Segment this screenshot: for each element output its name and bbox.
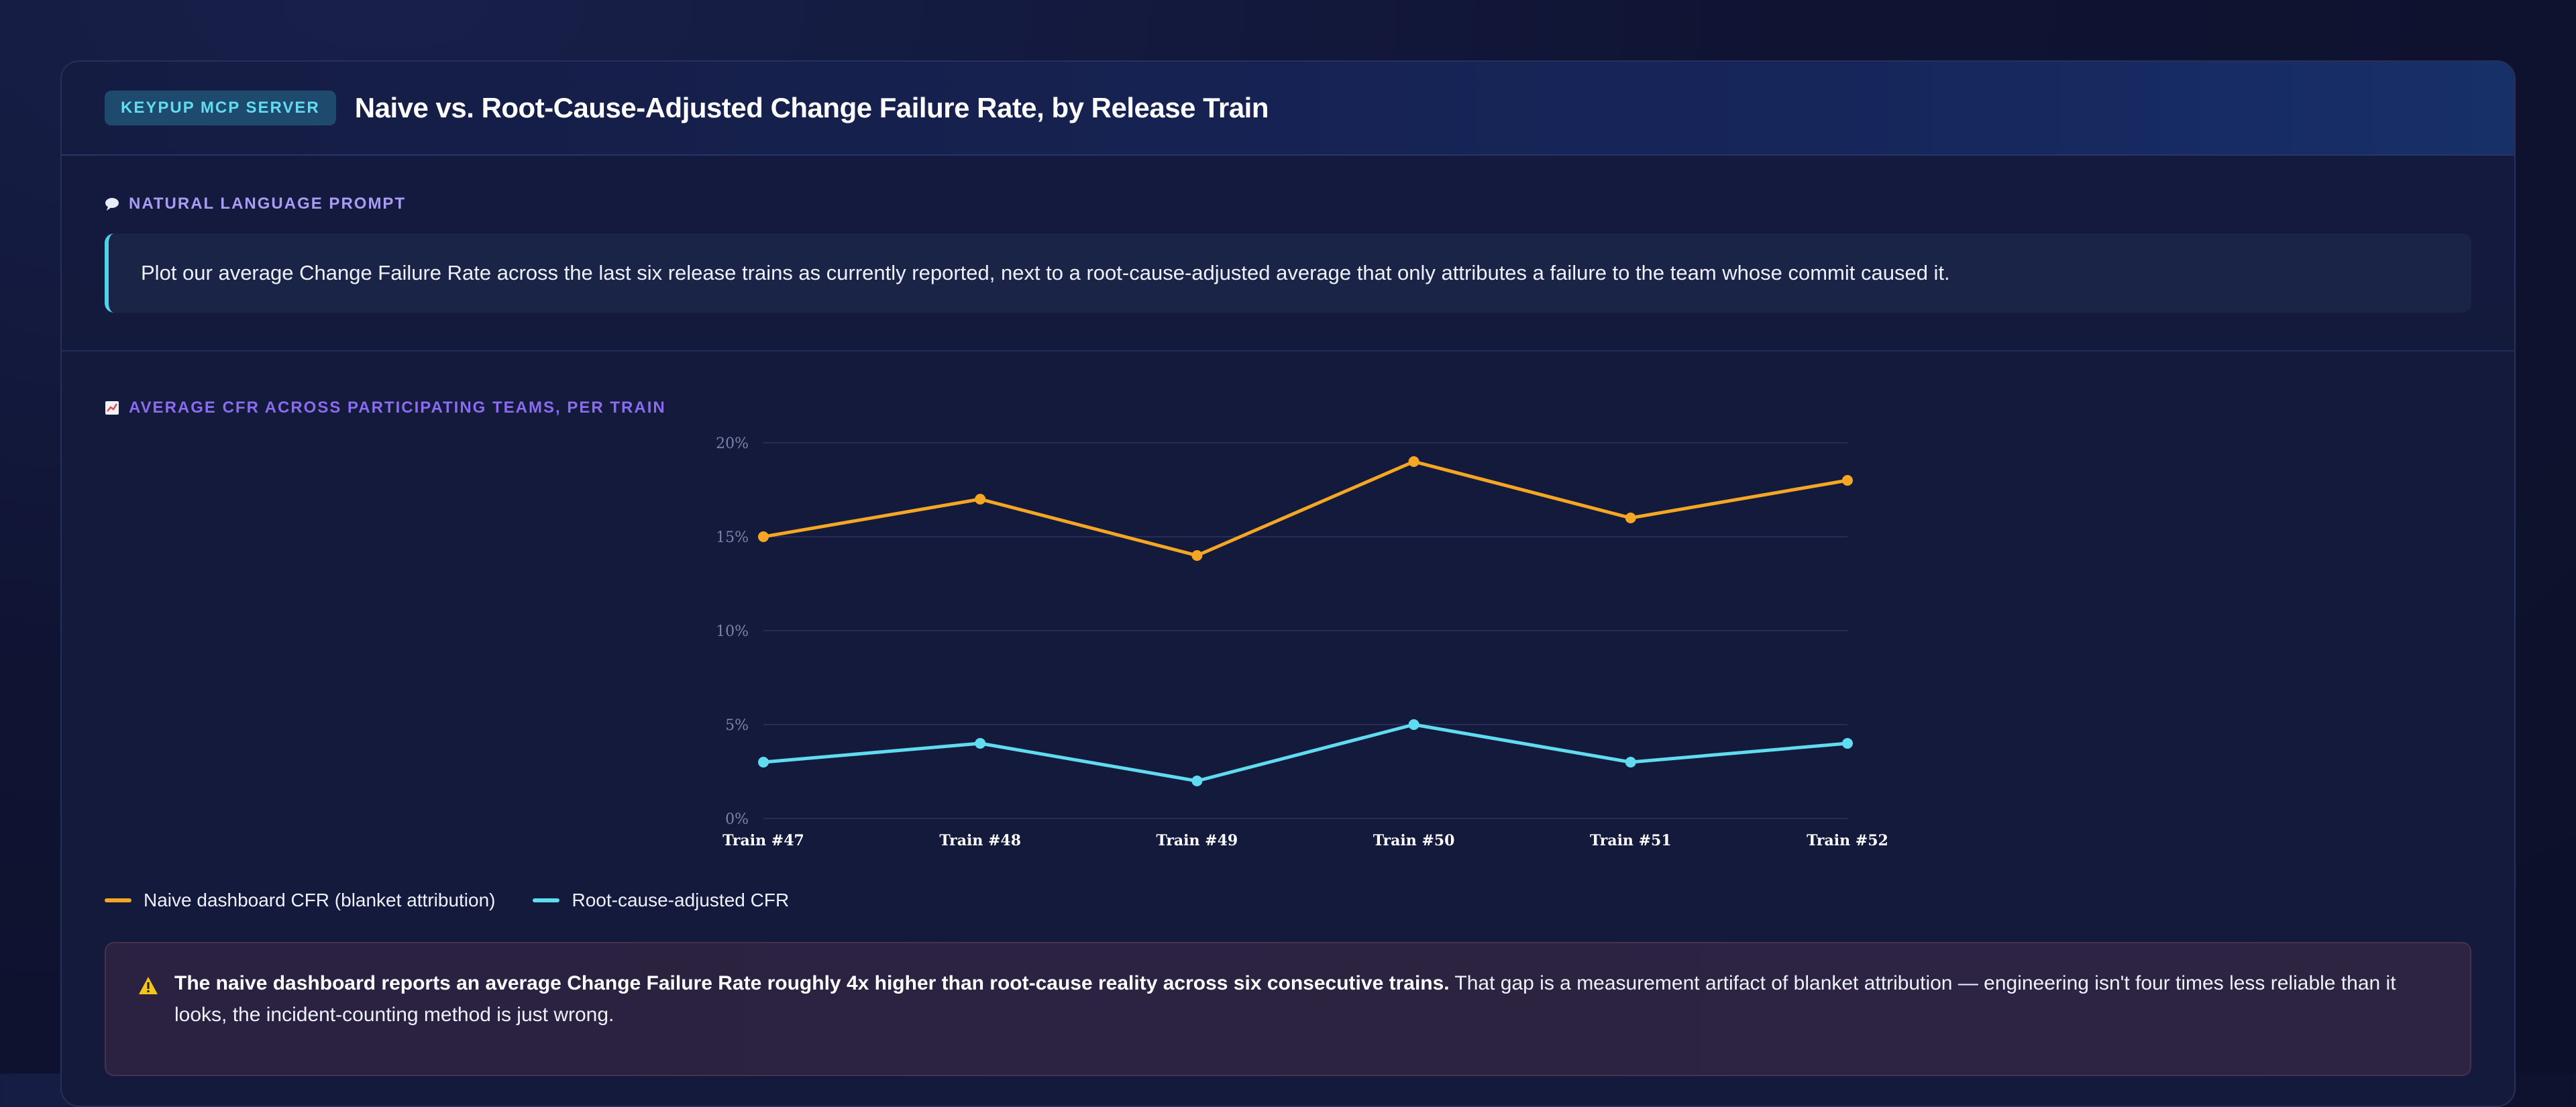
data-point [1625, 513, 1636, 523]
x-tick-label: Train #47 [722, 832, 804, 849]
y-tick-label: 20% [716, 435, 749, 452]
chart-svg: 0% 5% 10% 15% 20% Train #47 Train #48 Train #49… [716, 435, 1888, 849]
prompt-text: Plot our average Change Failure Rate acr… [141, 261, 1950, 284]
data-point [1408, 456, 1419, 467]
data-point [1191, 776, 1203, 786]
legend-label-naive: Naive dashboard CFR (blanket attribution… [144, 890, 496, 910]
legend-swatch-adjusted [533, 898, 560, 902]
warning-icon [138, 967, 158, 1051]
data-point [975, 494, 986, 505]
alert-bold-text: The naive dashboard reports an average C… [174, 972, 1450, 994]
page-title: Naive vs. Root-Cause-Adjusted Change Fai… [354, 92, 1269, 123]
x-tick-label: Train #49 [1157, 832, 1238, 849]
chart-section: AVERAGE CFR ACROSS PARTICIPATING TEAMS, … [62, 352, 2514, 417]
y-tick-label: 15% [716, 529, 749, 546]
chart-icon [105, 401, 119, 415]
prompt-box: Plot our average Change Failure Rate acr… [105, 233, 2471, 313]
legend-item-adjusted: Root-cause-adjusted CFR [533, 890, 789, 911]
report-card: KEYPUP MCP SERVER Naive vs. Root-Cause-A… [60, 60, 2516, 1107]
x-tick-label: Train #52 [1807, 832, 1888, 849]
x-tick-label: Train #48 [939, 832, 1021, 849]
data-point [1842, 738, 1853, 749]
insight-alert: The naive dashboard reports an average C… [105, 942, 2471, 1076]
data-point [975, 738, 986, 749]
x-tick-label: Train #50 [1373, 832, 1455, 849]
data-point [1191, 550, 1203, 561]
chart-legend: Naive dashboard CFR (blanket attribution… [62, 890, 2514, 911]
speech-bubble-icon [105, 197, 119, 211]
data-point [1842, 475, 1853, 486]
server-badge: KEYPUP MCP SERVER [105, 91, 336, 125]
y-tick-label: 10% [716, 623, 749, 640]
data-point [1408, 719, 1419, 730]
card-header: KEYPUP MCP SERVER Naive vs. Root-Cause-A… [62, 62, 2514, 156]
data-point [758, 531, 769, 542]
chart-label: AVERAGE CFR ACROSS PARTICIPATING TEAMS, … [129, 399, 666, 417]
section-divider [62, 350, 2514, 352]
x-tick-label: Train #51 [1590, 832, 1672, 849]
data-point [758, 757, 769, 768]
legend-item-naive: Naive dashboard CFR (blanket attribution… [105, 890, 495, 911]
legend-swatch-naive [105, 898, 131, 902]
prompt-section: NATURAL LANGUAGE PROMPT Plot our average… [62, 156, 2514, 313]
alert-rest-text: That gap is a measurement artifact of bl… [174, 972, 2396, 1026]
legend-label-adjusted: Root-cause-adjusted CFR [572, 890, 790, 910]
series-line-1 [763, 723, 1848, 783]
series-line-0 [763, 460, 1848, 558]
alert-text: The naive dashboard reports an average C… [174, 967, 2438, 1051]
prompt-label: NATURAL LANGUAGE PROMPT [129, 195, 407, 213]
data-point [1625, 757, 1636, 768]
line-chart: 0% 5% 10% 15% 20% Train #47 Train #48 Train #49… [62, 417, 2514, 887]
y-tick-label: 5% [725, 717, 749, 734]
y-tick-label: 0% [725, 811, 749, 828]
